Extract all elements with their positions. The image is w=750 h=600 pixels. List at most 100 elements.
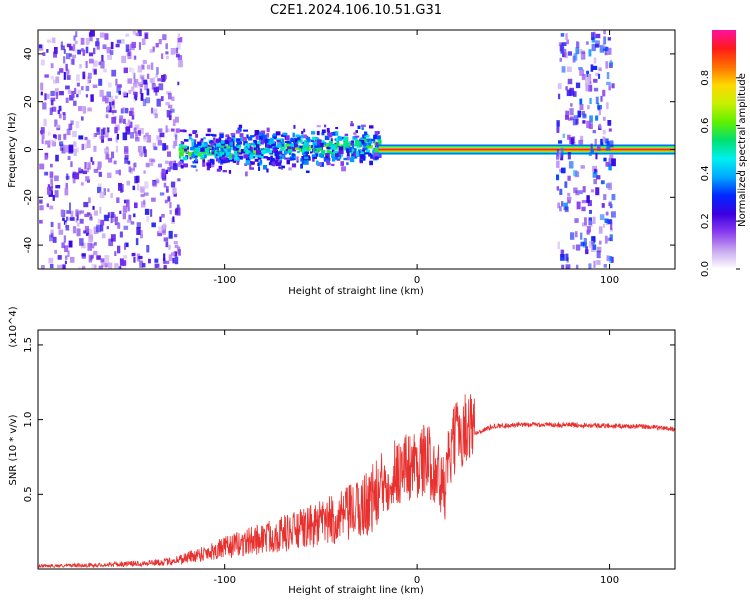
spectrogram-cell [146, 64, 151, 70]
spectrogram-cell [150, 62, 154, 70]
spectrogram-cell [289, 157, 295, 161]
spectrogram-cell [562, 48, 567, 55]
spectrogram-cell [214, 153, 218, 159]
spectrogram-cell [567, 175, 571, 181]
spectrogram-cell [125, 44, 130, 52]
spectrogram-cell [180, 141, 184, 145]
spectrogram-cell [168, 230, 173, 239]
spectrogram-cell [49, 205, 54, 210]
spectrogram-cell [334, 144, 338, 148]
spectrogram-cell [259, 159, 263, 164]
spectrogram-cell [223, 148, 229, 152]
spectrogram-cell [106, 127, 110, 133]
spectrogram-cell [168, 254, 173, 261]
spectrogram-cell [63, 133, 67, 140]
spectrogram-cell [566, 89, 572, 97]
spectrogram-cell [229, 158, 235, 162]
spectrogram-cell [100, 219, 105, 226]
spectrogram-cell [234, 157, 239, 160]
spectrogram-cell [240, 149, 246, 154]
spectrogram-cell [111, 117, 117, 124]
spectrogram-cell [586, 71, 589, 78]
spectrogram-cell [180, 165, 184, 169]
spectrogram-cell [93, 69, 97, 75]
spectrogram-cell [581, 200, 587, 204]
spectrogram-cell [54, 47, 58, 54]
spectrogram-cell [172, 119, 176, 126]
spectrogram-cell [202, 159, 206, 163]
spectrogram-cell [135, 133, 138, 137]
spectrogram-cell [598, 226, 603, 234]
spectrogram-cell [589, 98, 592, 104]
spectrogram-cell [82, 265, 86, 269]
spectrogram-cell [326, 149, 330, 153]
spectrogram-cell [348, 143, 351, 147]
spectrogram-cell [340, 144, 345, 148]
spectrogram-cell [99, 135, 105, 140]
spectrogram-cell [311, 154, 317, 157]
spectrogram-cell [65, 63, 68, 71]
spectrogram-cell [133, 213, 136, 218]
spectrogram-cell [107, 188, 110, 192]
spectrogram-cell [600, 95, 603, 102]
spectrogram-cell [159, 132, 165, 138]
spectrogram-cell [94, 242, 97, 246]
spectrogram-cell [55, 76, 60, 84]
spectrogram-cell [161, 53, 164, 59]
spectrogram-cell [173, 163, 178, 171]
y-tick-label: 0.5 [23, 486, 34, 502]
spectrogram-cell [47, 39, 51, 43]
spectrogram-cell [150, 209, 153, 217]
spectrogram-cell [328, 141, 333, 146]
spectrogram-cell [560, 152, 564, 161]
spectrogram-cell [138, 130, 141, 136]
spectrogram-cell [375, 142, 379, 146]
spectrogram-cell [376, 135, 381, 140]
spectrogram-cell [191, 142, 195, 147]
spectrogram-cell [92, 84, 98, 88]
spectrogram-cell [288, 167, 292, 171]
spectrogram-cell [145, 132, 149, 137]
spectrogram-cell [132, 185, 136, 191]
spectrogram-cell [127, 206, 130, 212]
spectrogram-cell [50, 75, 55, 80]
spectrogram-cell [303, 142, 309, 148]
spectrogram-cell [591, 43, 596, 52]
spectrogram-cell [611, 256, 614, 263]
spectrogram-cell [143, 192, 149, 196]
spectrogram-cell [54, 119, 58, 127]
spectrogram-cell [122, 205, 128, 213]
spectrogram-cell [240, 137, 244, 142]
spectrogram-cell [607, 237, 612, 241]
spectrogram-cell [100, 60, 105, 69]
spectrogram-cell [575, 82, 581, 89]
spectrogram-cell [66, 69, 70, 75]
spectrogram-cell [106, 47, 111, 54]
spectrogram-cell [126, 126, 131, 132]
spectrogram-cell [230, 132, 236, 136]
spectrogram-cell [203, 141, 208, 144]
spectrogram-cell [85, 61, 88, 69]
spectrogram-cell [76, 82, 80, 87]
spectrogram-cell [336, 138, 339, 142]
spectrogram-cell [52, 236, 57, 243]
spectrogram-cell [79, 63, 82, 69]
spectrogram-cell [59, 91, 64, 96]
spectrogram-cell [588, 220, 593, 227]
spectrogram-cell [74, 40, 78, 45]
spectrogram-cell [359, 142, 362, 147]
spectrogram-cell [39, 219, 43, 224]
spectrogram-cell [314, 148, 317, 151]
spectrogram-cell [204, 148, 210, 153]
spectrogram-cell [568, 51, 572, 56]
spectrogram-cell [568, 161, 574, 169]
spectrogram-cell [243, 154, 249, 159]
spectrogram-cell [588, 49, 592, 57]
spectrogram-cell [105, 97, 109, 104]
spectrogram-cell [203, 143, 207, 148]
spectrogram-cell [235, 143, 241, 147]
spectrogram-cell [44, 74, 49, 78]
spectrogram-cell [53, 51, 57, 58]
spectrogram-cell [79, 210, 84, 214]
spectrogram-cell [349, 148, 352, 153]
